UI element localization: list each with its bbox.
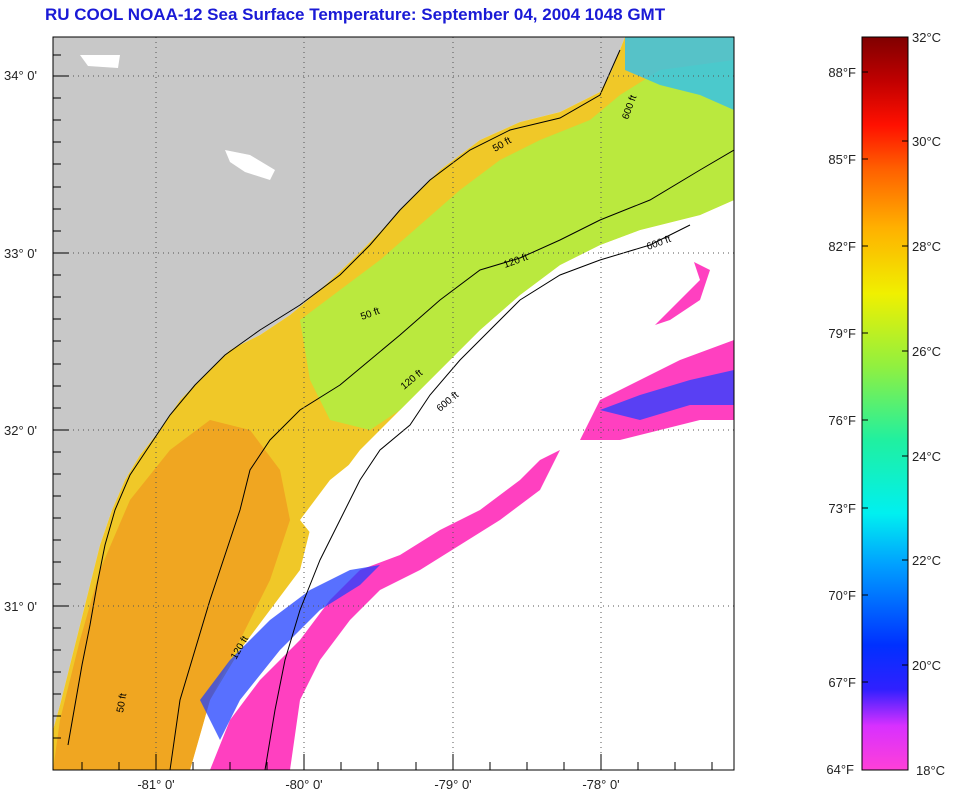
colorbar: 88°F 85°F 82°F 79°F 76°F 73°F 70°F 67°F … [826,30,945,778]
colorbar-label-f: 76°F [828,413,856,428]
colorbar-label-c: 24°C [912,449,941,464]
colorbar-label-c: 20°C [912,658,941,673]
axis-ticks [53,54,713,770]
colorbar-label-f: 88°F [828,65,856,80]
cloud-mask-offshore [300,240,700,545]
colorbar-label-f: 82°F [828,239,856,254]
lon-label-78: -78° 0' [582,777,619,792]
sst-green-band [300,60,734,430]
lon-label-80: -80° 0' [285,777,322,792]
lat-label-31: 31° 0' [4,599,37,614]
colorbar-label-c: 30°C [912,134,941,149]
map-title: RU COOL NOAA-12 Sea Surface Temperature:… [45,5,666,24]
colorbar-label-f: 79°F [828,326,856,341]
colorbar-label-c: 28°C [912,239,941,254]
colorbar-label-c: 18°C [916,763,945,778]
colorbar-label-c: 32°C [912,30,941,45]
contour-label: 50 ft [115,692,129,713]
sst-orange-core [53,420,290,770]
cloud-patch-land [225,150,275,180]
colorbar-gradient [861,36,909,771]
contour-120ft [169,149,734,770]
lat-label-34: 34° 0' [4,68,37,83]
cloud-patch-north [80,55,120,68]
map-frame [52,36,735,771]
lat-label-33: 33° 0' [4,246,37,261]
colorbar-label-f: 64°F [826,762,854,777]
colorbar-label-f: 73°F [828,501,856,516]
lon-label-81: -81° 0' [137,777,174,792]
lon-label-79: -79° 0' [434,777,471,792]
map-panel: 50 ft 120 ft 600 ft 50 ft 120 ft 600 ft … [53,37,734,770]
sst-blue-east [600,370,734,420]
sst-blue-edge [200,565,380,740]
graticule [53,37,734,770]
colorbar-label-f: 70°F [828,588,856,603]
colorbar-label-f: 85°F [828,152,856,167]
colorbar-ticks [862,36,908,683]
lat-label-32: 32° 0' [4,423,37,438]
sst-cyan-north [625,37,734,110]
sst-cold-patch-south [210,450,560,770]
colorbar-label-c: 26°C [912,344,941,359]
land-mass [53,37,625,730]
colorbar-label-f: 67°F [828,675,856,690]
contour-600ft [264,224,691,770]
depth-contours [67,49,734,770]
colorbar-label-c: 22°C [912,553,941,568]
contour-50ft [67,49,621,746]
